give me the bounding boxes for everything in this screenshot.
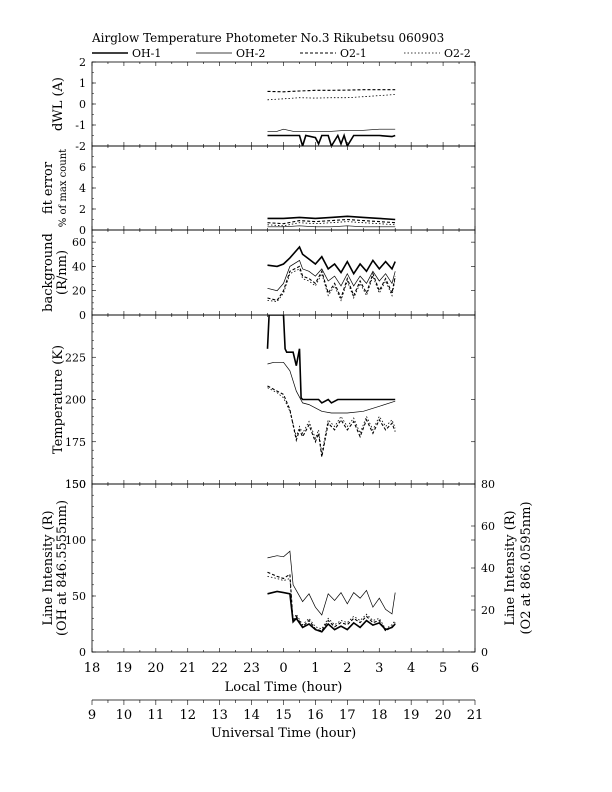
series-fit-error-oh-2 <box>267 225 396 228</box>
series-background-o2-2 <box>267 268 396 303</box>
series-temperature-o2-1 <box>267 385 396 458</box>
local-time-tick-label: 23 <box>243 661 260 676</box>
y-tick-label-background: 40 <box>72 260 86 273</box>
y-tick-label-temperature: 225 <box>65 351 86 364</box>
series-fit-error-o2-2 <box>267 221 396 227</box>
legend-label-o2-1: O2-1 <box>340 47 367 60</box>
y-tick-label-background: 20 <box>72 285 86 298</box>
y-tick-label-temperature: 150 <box>65 478 86 491</box>
universal-time-tick-label: 15 <box>275 708 292 723</box>
universal-time-tick-label: 9 <box>88 708 96 723</box>
panel-frame-fit-error <box>91 145 476 231</box>
y-tick-label-dwl: 1 <box>79 77 86 90</box>
universal-time-tick-label: 11 <box>148 708 165 723</box>
y-tick-label-fit-error: 6 <box>79 161 86 174</box>
local-time-tick-label: 6 <box>471 661 479 676</box>
universal-time-tick-label: 12 <box>179 708 196 723</box>
y-label-2-background: (R/nm) <box>55 250 70 295</box>
series-background-oh-2 <box>267 259 396 292</box>
y-tick-label-line-intensity: 0 <box>79 646 86 659</box>
local-time-tick-label: 19 <box>116 661 133 676</box>
y-label-2-line-intensity: (OH at 846.5555nm) <box>55 500 70 636</box>
universal-time-tick-label: 17 <box>339 708 356 723</box>
local-time-tick-label: 4 <box>407 661 415 676</box>
universal-time-tick-label: 13 <box>211 708 228 723</box>
local-time-tick-label: 22 <box>211 661 228 676</box>
series-line-intensity-o2-1 <box>267 571 396 632</box>
y-label-line-intensity: Line Intensity (R) <box>41 510 56 625</box>
y2-tick-label-line-intensity: 40 <box>481 562 495 575</box>
y-tick-label-dwl: -2 <box>75 140 86 153</box>
universal-time-tick-label: 21 <box>467 708 484 723</box>
y2-tick-label-line-intensity: 80 <box>481 478 495 491</box>
y-label-dwl: dWL (A) <box>51 77 66 131</box>
y2-label-2-line-intensity: (O2 at 866.0595nm) <box>519 501 534 634</box>
panel-frame-dwl <box>91 61 476 147</box>
universal-time-tick-label: 20 <box>435 708 452 723</box>
y-tick-label-line-intensity: 150 <box>65 478 86 491</box>
series-fit-error-oh-1 <box>267 215 396 221</box>
y-tick-label-dwl: 0 <box>79 98 86 111</box>
local-time-tick-label: 1 <box>311 661 319 676</box>
panel-frame-background <box>91 229 476 316</box>
y-tick-label-fit-error: 0 <box>79 224 86 237</box>
series-dwl-o2-2 <box>267 94 396 101</box>
y-tick-label-background: 60 <box>72 236 86 249</box>
y-label-background: background <box>41 233 56 312</box>
panel-frame-temperature <box>91 314 476 485</box>
local-time-tick-label: 2 <box>343 661 351 676</box>
y-tick-label-fit-error: 4 <box>79 182 86 195</box>
universal-time-axis-label: Universal Time (hour) <box>211 726 356 741</box>
legend-label-oh-2: OH-2 <box>236 47 265 60</box>
series-dwl-o2-1 <box>267 89 396 93</box>
local-time-tick-label: 21 <box>179 661 196 676</box>
y-tick-label-background: 0 <box>79 309 86 322</box>
y-tick-label-fit-error: 2 <box>79 203 86 216</box>
legend-label-o2-2: O2-2 <box>444 47 471 60</box>
y2-tick-label-line-intensity: 20 <box>481 604 495 617</box>
local-time-tick-label: 20 <box>148 661 165 676</box>
series-line-intensity-oh-2 <box>267 550 396 616</box>
series-fit-error-o2-1 <box>267 218 396 225</box>
y-label-2-fit-error: % of max count <box>58 149 69 227</box>
series-temperature-oh-1 <box>266 315 396 404</box>
legend-label-oh-1: OH-1 <box>132 47 161 60</box>
universal-time-tick-label: 18 <box>371 708 388 723</box>
y-tick-label-dwl: 2 <box>79 56 86 69</box>
y-tick-label-temperature: 175 <box>65 436 86 449</box>
y2-tick-label-line-intensity: 0 <box>481 646 488 659</box>
y2-tick-label-line-intensity: 60 <box>481 520 495 533</box>
y-tick-label-line-intensity: 100 <box>65 534 86 547</box>
local-time-tick-label: 3 <box>375 661 383 676</box>
universal-time-tick-label: 10 <box>116 708 133 723</box>
panel-frame-line-intensity <box>91 483 476 653</box>
local-time-tick-label: 5 <box>439 661 447 676</box>
series-dwl-oh-1 <box>267 132 396 146</box>
series-temperature-o2-2 <box>267 387 396 454</box>
y-tick-label-line-intensity: 50 <box>72 590 86 603</box>
y-tick-label-dwl: -1 <box>75 119 86 132</box>
y-label-temperature: Temperature (K) <box>51 345 66 454</box>
local-time-axis-label: Local Time (hour) <box>225 680 343 695</box>
universal-time-tick-label: 19 <box>403 708 420 723</box>
universal-time-tick-label: 14 <box>243 708 260 723</box>
series-temperature-oh-2 <box>267 361 396 414</box>
y2-label-line-intensity: Line Intensity (R) <box>503 510 518 625</box>
local-time-tick-label: 18 <box>84 661 101 676</box>
local-time-tick-label: 0 <box>279 661 287 676</box>
y-tick-label-temperature: 200 <box>65 394 86 407</box>
series-line-intensity-oh-1 <box>267 590 396 633</box>
series-background-oh-1 <box>267 245 396 276</box>
chart-title: Airglow Temperature Photometer No.3 Riku… <box>92 31 445 45</box>
y-label-fit-error: fit error <box>41 161 56 214</box>
universal-time-tick-label: 16 <box>307 708 324 723</box>
series-background-o2-1 <box>267 265 396 302</box>
series-dwl-oh-2 <box>267 128 396 132</box>
